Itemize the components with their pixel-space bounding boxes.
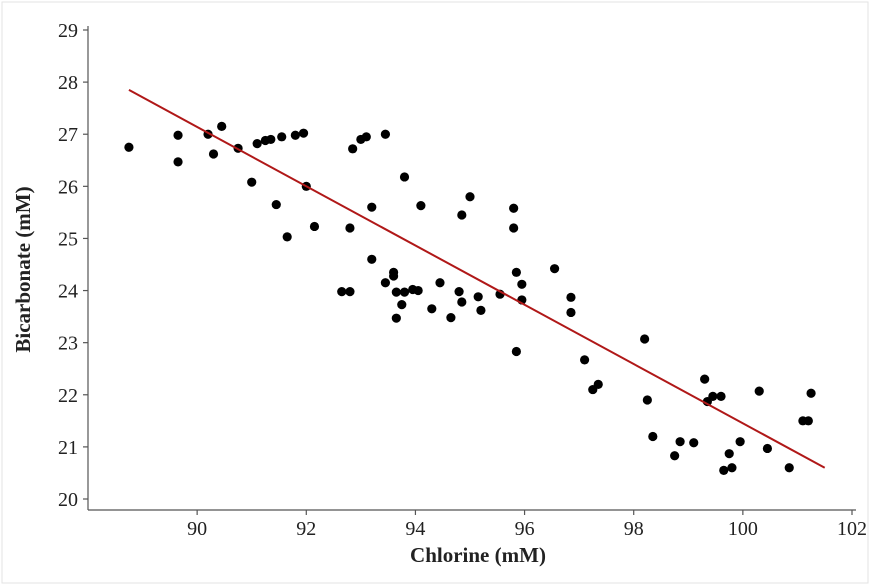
data-point (511, 267, 521, 277)
data-point (566, 307, 576, 318)
data-point (290, 130, 300, 140)
x-axis-title: Chlorine (mM) (410, 543, 546, 567)
data-point (271, 199, 281, 210)
data-point (509, 223, 519, 233)
data-point (217, 121, 227, 132)
x-tick-label: 90 (187, 518, 207, 540)
data-point (435, 278, 445, 288)
data-point (446, 313, 456, 323)
data-point (476, 305, 486, 315)
data-point (549, 264, 560, 274)
data-point (735, 437, 745, 447)
data-point (457, 210, 467, 220)
data-point (580, 355, 590, 365)
data-point (380, 129, 391, 139)
data-point (309, 221, 320, 232)
data-point (391, 287, 401, 297)
data-point (282, 232, 292, 242)
data-point (457, 297, 467, 307)
data-point (298, 128, 309, 138)
x-tick-label: 94 (405, 518, 425, 540)
data-point (675, 437, 685, 447)
data-point (727, 463, 737, 473)
data-point (473, 292, 483, 302)
data-point (277, 132, 287, 142)
data-points (124, 121, 816, 475)
data-point (345, 286, 355, 297)
y-tick-label: 25 (58, 228, 78, 250)
data-point (724, 449, 734, 459)
data-point (173, 157, 183, 167)
y-tick-label: 21 (58, 437, 78, 459)
data-point (345, 223, 355, 233)
data-point (517, 279, 527, 289)
y-tick-label: 26 (58, 176, 78, 198)
data-point (509, 203, 519, 213)
data-point (754, 386, 764, 396)
data-point (427, 304, 437, 314)
data-point (247, 177, 257, 187)
data-point (208, 149, 219, 159)
y-tick-label: 24 (58, 281, 78, 303)
data-point (397, 300, 407, 310)
data-point (389, 271, 399, 281)
trendline (128, 89, 826, 469)
data-point (708, 391, 718, 401)
y-tick-label: 28 (58, 72, 78, 94)
data-point (719, 465, 729, 475)
axes (87, 26, 856, 511)
trendline-group (128, 89, 826, 469)
data-point (806, 388, 816, 398)
data-point (648, 431, 658, 442)
data-point (416, 201, 426, 211)
data-point (399, 287, 410, 297)
data-point (399, 172, 410, 182)
x-tick-label: 98 (624, 518, 644, 540)
data-point (640, 334, 650, 344)
data-point (642, 395, 652, 405)
data-point (361, 132, 371, 142)
data-point (124, 142, 134, 152)
y-axis-title: Bicarbonate (mM) (11, 186, 35, 352)
data-point (367, 202, 377, 212)
y-tick-label: 22 (58, 385, 78, 407)
data-point (252, 139, 262, 149)
data-point (173, 130, 183, 140)
data-point (803, 416, 813, 426)
y-tick-label: 20 (58, 489, 78, 511)
data-point (454, 286, 464, 297)
data-point (593, 379, 603, 389)
data-point (689, 438, 699, 448)
data-point (266, 134, 276, 145)
data-point (700, 374, 710, 384)
y-tick-label: 27 (58, 124, 78, 146)
y-tick-label: 29 (58, 20, 78, 42)
data-point (511, 346, 521, 357)
data-point (413, 285, 423, 296)
data-point (367, 254, 377, 264)
x-tick-label: 100 (728, 518, 758, 540)
x-tick-label: 92 (296, 518, 316, 540)
x-tick-label: 96 (515, 518, 535, 540)
data-point (348, 144, 358, 154)
y-tick-label: 23 (58, 333, 78, 355)
data-point (465, 192, 475, 202)
data-point (566, 292, 576, 302)
data-point (380, 278, 391, 288)
x-tick-label: 102 (837, 518, 867, 540)
data-point (670, 451, 680, 461)
data-point (391, 313, 401, 323)
data-point (762, 443, 773, 454)
data-point (716, 391, 726, 401)
ticks: 20 21 22 23 24 25 26 27 28 29 90 92 94 96 98 100 102 (58, 20, 867, 540)
data-point (337, 286, 347, 297)
data-point (784, 463, 794, 473)
